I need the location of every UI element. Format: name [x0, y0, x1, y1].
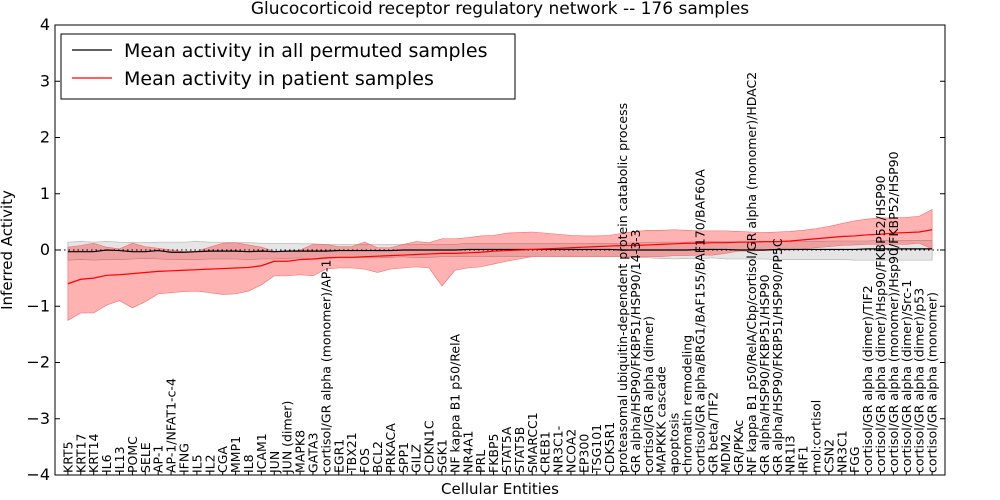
x-axis-label: Cellular Entities — [441, 480, 559, 498]
y-tick-label: 2 — [40, 128, 50, 147]
y-tick-label: 4 — [40, 15, 50, 34]
x-category-label: IL2 — [202, 454, 217, 473]
x-category-label: SELE — [138, 442, 153, 473]
x-category-label: cortisol/GR alpha (dimer)/Hsp90/FKBP52/H… — [873, 175, 888, 473]
x-category-label: PRKACA — [383, 423, 398, 473]
x-category-label: TBX21 — [344, 432, 359, 474]
x-category-label: mol:cortisol — [809, 400, 824, 473]
x-category-label: MAPK8 — [293, 430, 308, 473]
x-category-label: cortisol/GR alpha (dimer)/TIF2 — [860, 285, 875, 473]
x-category-label: NR4A1 — [460, 431, 475, 474]
x-category-label: ICAM1 — [254, 433, 269, 473]
x-category-label: NR3C1- — [551, 426, 566, 473]
y-axis-label: Inferred Activity — [0, 190, 16, 310]
y-tick-label: 1 — [40, 184, 50, 203]
x-category-label: cortisol/GR alpha (dimer)/p53 — [912, 288, 927, 473]
x-category-label: NR1I3 — [783, 435, 798, 473]
y-tick-label: −3 — [26, 409, 50, 428]
x-category-label: cortisol/GR alpha/BRG1/BAF155/BAF170/BAF… — [692, 169, 707, 473]
x-category-label: MMP1 — [228, 436, 243, 473]
x-category-label: chromatin remodeling — [680, 335, 695, 473]
x-category-label: cortisol/GR alpha (monomer) — [925, 292, 940, 473]
x-category-label: IL13 — [112, 446, 127, 473]
x-category-label: EGR1 — [331, 439, 346, 473]
x-category-label: GATA3 — [305, 433, 320, 473]
legend-label-patient: Mean activity in patient samples — [124, 68, 434, 90]
x-category-label: IL5 — [189, 454, 204, 473]
x-category-label: apoptosis — [667, 413, 682, 473]
x-category-label: cortisol/GR alpha (monomer)/Hsp90/FKBP52… — [886, 151, 901, 473]
x-category-label: CDKN1C — [422, 420, 437, 473]
x-category-label: AP-1/NFAT1-c-4 — [164, 378, 179, 473]
x-category-label: CREB1 — [538, 431, 553, 473]
x-category-label: FKBP5 — [486, 434, 501, 473]
x-category-label: KRT17 — [73, 433, 88, 473]
x-category-label: GR beta/TIF2 — [705, 392, 720, 473]
x-category-label: NR3C1 — [834, 430, 849, 473]
x-category-label: FOS — [357, 448, 372, 473]
x-category-label: NCOA2 — [563, 429, 578, 473]
y-tick-label: −1 — [26, 296, 50, 315]
x-category-label: GR alpha/HSP90/FKBP51/HSP90/14-3-3 — [628, 229, 643, 473]
x-category-label: STAT5A — [499, 426, 514, 473]
x-category-label: GR alpha/HSP90/FKBP51/HSP90 — [757, 274, 772, 473]
x-category-label: IL8 — [241, 454, 256, 473]
y-tick-label: 0 — [40, 240, 50, 259]
chart-title: Glucocorticoid receptor regulatory netwo… — [251, 0, 749, 19]
x-category-label: JUN — [267, 451, 282, 474]
x-category-label: GILZ — [409, 444, 424, 473]
x-category-label: POMC — [125, 436, 140, 473]
x-category-label: SMARCC1 — [525, 412, 540, 473]
legend-box — [60, 33, 516, 100]
x-category-label: SGK1 — [434, 439, 449, 473]
x-category-label: TSG101 — [589, 424, 604, 474]
x-category-label: FGG — [847, 446, 862, 473]
x-category-label: CDK5R1 — [602, 422, 617, 473]
x-category-label: AP-1 — [151, 445, 166, 473]
x-category-label: GR/PKAc — [731, 420, 746, 473]
y-tick-label: 3 — [40, 71, 50, 90]
x-category-label: BCL2 — [370, 441, 385, 473]
series-line-1 — [67, 229, 933, 285]
x-category-label: GR alpha/HSP90/FKBP51/HSP90/PP5C — [770, 238, 785, 473]
x-category-label: cortisol/GR alpha (dimer) — [641, 316, 656, 473]
x-category-label: IFNG — [176, 443, 191, 473]
x-category-label: SPP1 — [396, 442, 411, 473]
x-category-label: STAT5B — [512, 427, 527, 473]
x-category-label: NF kappa B1 p50/RelA — [447, 333, 462, 473]
series-line-0 — [67, 248, 933, 253]
x-category-label: CGA — [215, 446, 230, 473]
x-category-label: IL6 — [99, 454, 114, 473]
y-tick-label: −4 — [26, 465, 50, 484]
x-category-label: KRT5 — [60, 441, 75, 473]
x-category-label: CSN2 — [821, 439, 836, 473]
x-category-label: cortisol/GR alpha (monomer)/AP-1 — [318, 260, 333, 474]
x-category-label: proteasomal ubiquitin-dependent protein … — [615, 103, 630, 473]
x-category-label: EP300 — [576, 434, 591, 473]
x-category-label: cortisol/GR alpha (dimer)/Src-1 — [899, 280, 914, 473]
x-category-label: JUN (dimer) — [280, 401, 295, 474]
x-category-label: MDM2 — [718, 434, 733, 473]
x-category-label: IRF1 — [796, 445, 811, 473]
x-category-label: NF kappa B1 p50/RelA/Cbp/cortisol/GR alp… — [744, 72, 759, 473]
band-1 — [67, 209, 933, 321]
legend: Mean activity in all permuted samples Me… — [60, 33, 516, 100]
legend-label-permuted: Mean activity in all permuted samples — [124, 40, 487, 62]
y-tick-label: −2 — [26, 353, 50, 372]
x-category-label: PRL — [473, 450, 488, 473]
x-category-label: KRT14 — [86, 433, 101, 473]
x-category-label: MAPKKK cascade — [654, 366, 669, 473]
